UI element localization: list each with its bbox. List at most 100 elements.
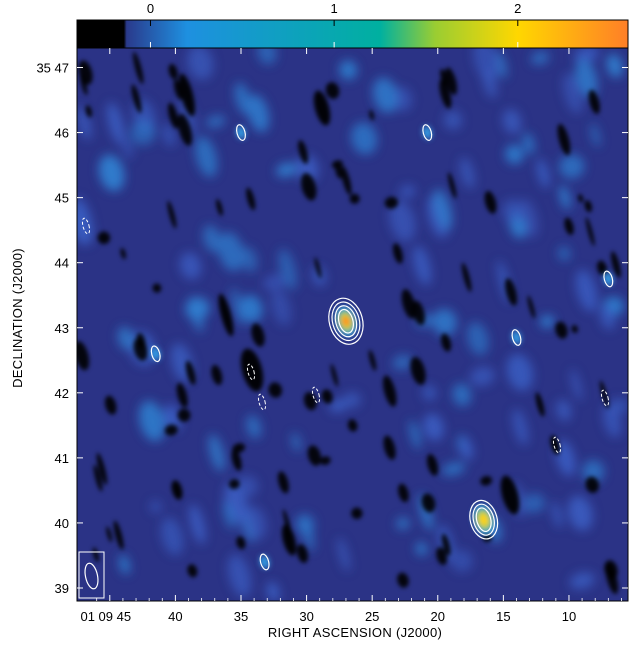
noise-blob — [240, 246, 258, 273]
noise-blob — [556, 399, 572, 421]
negative-blob — [131, 84, 142, 114]
noise-blob — [469, 366, 495, 387]
y-tick-label: 40 — [55, 516, 69, 531]
noise-blob — [599, 304, 616, 330]
noise-blob — [189, 504, 206, 545]
source-emission — [478, 512, 489, 527]
negative-blob — [325, 82, 340, 100]
y-axis-title: DECLINATION (J2000) — [10, 248, 25, 388]
negative-blob — [599, 380, 609, 409]
negative-blob — [398, 483, 409, 503]
x-tick-label: 10 — [562, 609, 576, 624]
negative-blob — [246, 187, 256, 211]
noise-blob — [575, 59, 598, 98]
noise-blob — [569, 572, 595, 590]
source-emission — [603, 272, 613, 286]
noise-blob — [203, 225, 221, 253]
negative-blob — [351, 507, 363, 520]
negative-blob — [173, 79, 183, 100]
noise-blob — [195, 136, 218, 178]
negative-blob — [564, 217, 574, 236]
noise-blob — [392, 354, 413, 370]
negative-blob — [106, 526, 113, 543]
negative-blob — [177, 113, 193, 146]
negative-blob — [164, 424, 178, 436]
x-tick-label: 30 — [299, 609, 313, 624]
source-emission — [236, 126, 246, 140]
noise-blob — [227, 554, 252, 597]
noise-blob — [234, 82, 251, 115]
y-tick-label: 44 — [55, 256, 69, 271]
noise-blob — [574, 48, 599, 64]
colorbar-tick-label: 0 — [147, 1, 154, 16]
noise-blob — [98, 154, 125, 192]
negative-blob — [611, 251, 621, 278]
noise-blob — [582, 460, 605, 483]
x-tick-label: 01 09 45 — [80, 609, 131, 624]
noise-blob — [162, 123, 176, 147]
negative-blob — [307, 445, 321, 466]
noise-blob — [337, 537, 350, 572]
negative-blob — [314, 257, 322, 279]
negative-blob — [104, 395, 117, 415]
colorbar-tick-label: 2 — [514, 1, 521, 16]
noise-blob — [506, 353, 534, 391]
noise-blob — [557, 246, 571, 261]
noise-blob — [117, 326, 135, 350]
negative-blob — [236, 536, 246, 550]
noise-blob — [188, 296, 204, 333]
noise-blob — [396, 517, 410, 530]
map-frame — [76, 47, 629, 602]
noise-blob — [399, 184, 416, 199]
noise-blob — [389, 200, 416, 242]
noise-blob — [129, 120, 156, 146]
noise-blob — [230, 287, 246, 326]
negative-blob — [331, 160, 343, 169]
negative-blob — [251, 323, 265, 347]
y-tick-label: 41 — [55, 451, 69, 466]
negative-blob — [228, 479, 240, 490]
noise-blob — [451, 549, 473, 573]
negative-blob — [384, 196, 399, 209]
noise-blob — [300, 515, 315, 551]
negative-blob — [231, 449, 242, 471]
negative-blob — [321, 389, 333, 404]
noise-blob — [530, 51, 550, 65]
noise-blob — [522, 132, 535, 155]
negative-contour — [257, 393, 267, 411]
negative-blob — [440, 68, 448, 86]
noise-blob — [179, 252, 202, 280]
noise-blob — [278, 248, 297, 290]
noise-blob — [295, 155, 319, 183]
noise-blob — [372, 77, 399, 113]
negative-blob — [383, 435, 396, 460]
negative-blob — [96, 452, 108, 485]
noise-blob — [276, 162, 297, 178]
negative-blob — [484, 190, 497, 214]
negative-blob — [185, 360, 196, 385]
negative-blob — [557, 123, 571, 156]
negative-blob — [369, 110, 375, 121]
noise-blob — [222, 501, 236, 530]
negative-blob — [167, 200, 177, 229]
noise-blob — [559, 154, 585, 179]
negative-blob — [92, 547, 99, 563]
source-contour — [603, 270, 614, 288]
negative-blob — [439, 79, 452, 109]
negative-blob — [301, 172, 317, 201]
negative-blob — [218, 293, 234, 337]
negative-blob — [177, 408, 191, 422]
noise-blob — [551, 501, 564, 528]
noise-blob — [502, 199, 524, 224]
source-emission — [259, 555, 270, 569]
noise-blob — [163, 404, 181, 432]
source-contour — [259, 553, 270, 571]
noise-blob — [257, 48, 277, 65]
negative-blob — [232, 443, 246, 453]
negative-blob — [167, 102, 179, 129]
noise-blob — [422, 385, 437, 401]
noise-blob — [432, 308, 457, 336]
negative-blob — [441, 333, 452, 352]
negative-blob — [585, 217, 595, 247]
source-contour — [331, 301, 361, 342]
